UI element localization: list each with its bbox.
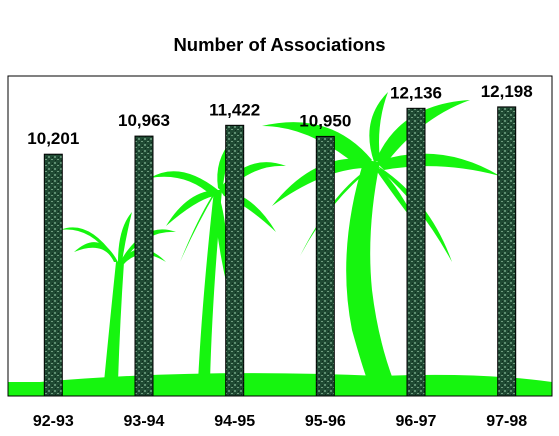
data-label-92-93: 10,201 <box>27 129 79 148</box>
chart-title: Number of Associations <box>173 34 386 55</box>
x-tick-label-96-97: 96-97 <box>396 413 437 430</box>
bar-97-98 <box>497 106 517 397</box>
x-tick-labels-layer: 92-93 93-94 94-95 95-96 96-97 97-98 <box>33 413 527 430</box>
data-label-95-96: 10,950 <box>299 111 351 130</box>
bar-94-95 <box>225 124 245 397</box>
bar-96-97 <box>406 107 426 397</box>
bar-95-96 <box>315 135 335 397</box>
data-label-96-97: 12,136 <box>390 83 442 102</box>
palm-trees-background <box>8 92 552 396</box>
data-label-93-94: 10,963 <box>118 111 170 130</box>
x-tick-label-93-94: 93-94 <box>124 413 165 430</box>
x-tick-label-95-96: 95-96 <box>305 413 346 430</box>
data-label-94-95: 11,422 <box>209 100 260 119</box>
data-label-97-98: 12,198 <box>481 82 533 101</box>
bar-93-94 <box>134 135 154 397</box>
bar-92-93 <box>43 153 63 397</box>
bars-layer <box>43 106 517 397</box>
x-tick-label-92-93: 92-93 <box>33 413 74 430</box>
x-tick-label-97-98: 97-98 <box>486 413 527 430</box>
x-tick-label-94-95: 94-95 <box>214 413 255 430</box>
data-labels-layer: 10,201 10,963 11,422 10,950 12,136 12,198 <box>27 82 532 148</box>
